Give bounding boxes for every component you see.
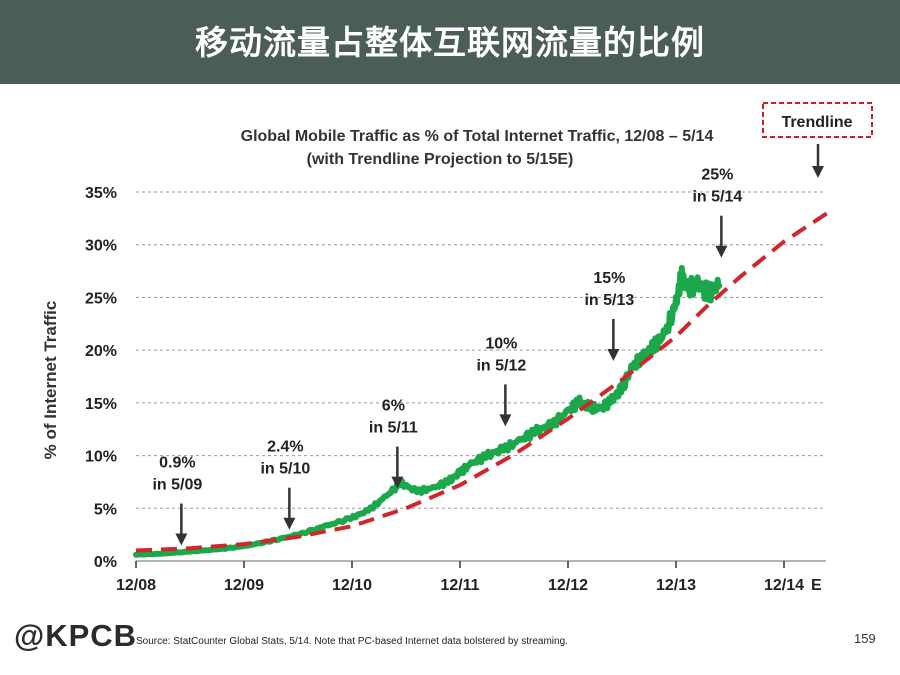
page-title: 移动流量占整体互联网流量的比例: [195, 23, 705, 62]
legend-label: Trendline: [781, 114, 852, 131]
y-tick-labels: 0% 5% 10% 15% 20% 25% 30% 35%: [85, 185, 117, 571]
y-tick-label: 15%: [85, 396, 117, 413]
annotation-arrow-head: [715, 245, 728, 258]
annotation-date: in 5/12: [476, 357, 526, 374]
annotation-date: in 5/09: [152, 477, 202, 494]
annotation-date: in 5/11: [369, 420, 418, 437]
x-tick-label: 12/09: [224, 577, 264, 594]
annotation-value: 10%: [485, 335, 517, 352]
annotation-value: 0.9%: [159, 455, 195, 472]
annotation-arrow-head: [391, 476, 404, 489]
x-tick-label: 12/13: [656, 577, 696, 594]
y-axis-label: % of Internet Traffic: [41, 301, 60, 460]
annotation-arrow-head: [499, 414, 512, 427]
annotation-arrow-head: [175, 533, 188, 546]
source-note: Source: StatCounter Global Stats, 5/14. …: [136, 636, 568, 647]
annotation-date: in 5/14: [692, 189, 742, 206]
gridlines: [136, 191, 826, 562]
series-group: [133, 211, 829, 558]
x-tick-labels: 12/08 12/09 12/10 12/11 12/12 12/13 12/14: [116, 561, 804, 594]
y-tick-label: 25%: [85, 290, 117, 307]
y-tick-label: 20%: [85, 343, 117, 360]
y-tick-label: 5%: [94, 501, 117, 518]
annotations: 0.9% in 5/09 2.4% in 5/10 6% in 5/11 10% in 5/1…: [152, 167, 742, 546]
x-tick-label: 12/12: [548, 577, 588, 594]
legend-box: [762, 102, 873, 138]
chart-subtitle: (with Trendline Projection to 5/15E): [307, 151, 574, 168]
y-tick-label: 30%: [85, 238, 117, 255]
x-tick-suffix: E: [811, 577, 822, 594]
kpcb-logo: @KPCB: [14, 618, 138, 653]
annotation-arrow-head: [283, 517, 296, 530]
x-tick-label: 12/10: [332, 577, 372, 594]
legend-trendline: Trendline: [762, 102, 873, 178]
y-tick-label: 10%: [85, 449, 117, 466]
y-tick-label: 0%: [94, 554, 117, 571]
annotation-arrow-head: [607, 349, 620, 362]
annotation-value: 2.4%: [267, 439, 303, 456]
legend-arrow-head: [812, 166, 824, 178]
chart-title: Global Mobile Traffic as % of Total Inte…: [241, 128, 714, 145]
series-line-observed: [133, 264, 723, 558]
annotation-value: 25%: [701, 167, 733, 184]
x-tick-label: 12/14: [764, 577, 804, 594]
page-number: 159: [854, 631, 876, 646]
y-tick-label: 35%: [85, 185, 117, 202]
x-tick-label: 12/11: [440, 577, 479, 594]
annotation-value: 6%: [382, 398, 405, 415]
x-tick-label: 12/08: [116, 577, 156, 594]
annotation-value: 15%: [593, 270, 625, 287]
annotation-date: in 5/13: [584, 292, 634, 309]
annotation-date: in 5/10: [260, 461, 310, 478]
header-bar: 移动流量占整体互联网流量的比例: [0, 0, 900, 84]
series-line-trendline: [135, 211, 829, 553]
